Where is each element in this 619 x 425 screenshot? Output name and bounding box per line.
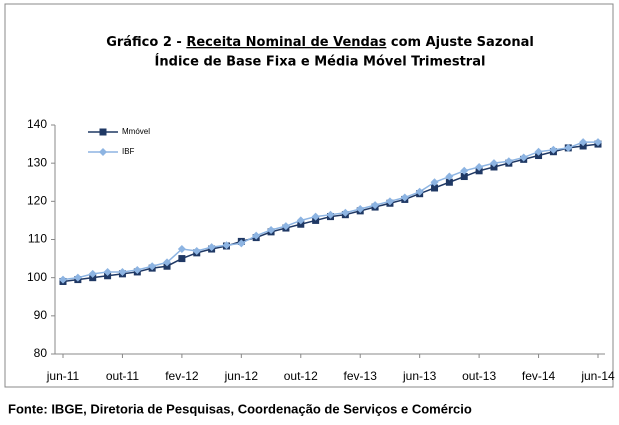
data-point: [445, 172, 454, 181]
y-tick-label: 130: [27, 155, 47, 169]
data-point: [73, 273, 82, 282]
data-point: [430, 178, 439, 187]
data-point: [177, 245, 186, 254]
data-point: [192, 246, 201, 255]
data-point: [341, 208, 350, 217]
x-tick-label: fev-13: [344, 369, 378, 383]
title-end: com Ajuste Sazonal: [391, 35, 534, 50]
data-point: [237, 239, 246, 248]
data-point: [415, 187, 424, 196]
data-point: [475, 162, 484, 171]
chart-title: Gráfico 2 - Receita Nominal de Vendas co…: [106, 35, 534, 50]
data-point: [549, 145, 558, 154]
legend-label: Mmóvel: [122, 127, 150, 136]
data-point: [385, 197, 394, 206]
x-tick-label: jun-11: [46, 369, 80, 383]
x-tick-label: out-11: [106, 369, 139, 383]
data-point: [281, 222, 290, 231]
data-point: [88, 269, 97, 278]
data-point: [267, 225, 276, 234]
data-point: [222, 241, 231, 250]
x-tick-label: out-13: [462, 369, 496, 383]
x-tick-label: out-12: [284, 369, 318, 383]
x-tick-label: fev-14: [522, 369, 556, 383]
data-point: [133, 266, 142, 275]
data-point: [489, 159, 498, 168]
data-point: [594, 138, 602, 147]
data-point: [148, 262, 157, 271]
y-tick-label: 90: [34, 308, 48, 322]
data-point: [163, 258, 172, 267]
data-point: [371, 201, 380, 210]
legend-marker: [99, 128, 107, 136]
data-point: [296, 216, 305, 225]
data-point: [207, 243, 216, 252]
title-start: Gráfico 2 -: [106, 35, 182, 50]
data-point: [519, 153, 528, 162]
data-point: [400, 193, 409, 202]
data-point: [326, 210, 335, 219]
data-point: [504, 157, 513, 166]
data-point: [431, 184, 439, 192]
y-tick-label: 120: [27, 194, 47, 208]
x-tick-label: jun-14: [580, 369, 615, 383]
y-tick-label: 80: [34, 346, 48, 360]
data-point: [103, 267, 112, 276]
y-tick-label: 140: [27, 117, 47, 131]
y-tick-label: 100: [27, 270, 47, 284]
data-point: [178, 255, 186, 263]
data-point: [252, 231, 261, 240]
data-point: [59, 275, 67, 284]
legend-marker: [99, 148, 107, 156]
y-tick-label: 110: [28, 232, 47, 246]
source-note: Fonte: IBGE, Diretoria de Pesquisas, Coo…: [8, 401, 472, 416]
x-tick-label: fev-12: [165, 369, 199, 383]
data-point: [460, 173, 468, 181]
x-tick-label: jun-13: [402, 369, 437, 383]
data-point: [534, 147, 543, 156]
chart-subtitle: Índice de Base Fixa e Média Móvel Trimes…: [155, 54, 486, 70]
legend-label: IBF: [122, 147, 135, 156]
data-point: [311, 212, 320, 221]
data-point: [356, 204, 365, 213]
x-tick-label: jun-12: [224, 369, 259, 383]
data-point: [460, 166, 469, 175]
data-point: [579, 138, 588, 147]
data-point: [564, 143, 573, 152]
chart-frame: [4, 3, 614, 388]
title-emphasis: Receita Nominal de Vendas: [186, 35, 386, 50]
data-point: [118, 267, 127, 276]
data-point: [445, 178, 453, 186]
